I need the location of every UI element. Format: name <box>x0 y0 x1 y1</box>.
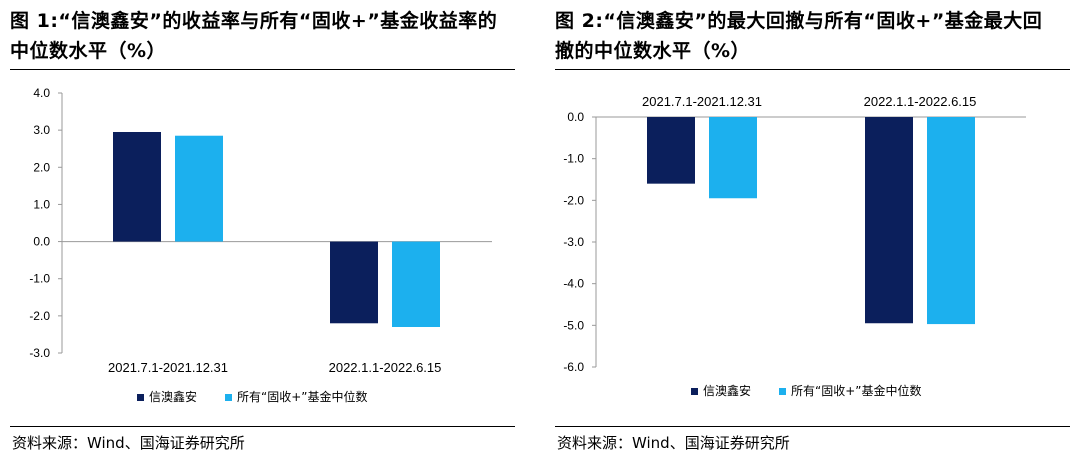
legend-label: 所有“固收+”基金中位数 <box>791 383 922 398</box>
bar-xinao-xinan <box>113 132 161 242</box>
category-label: 2021.7.1-2021.12.31 <box>642 94 762 109</box>
bar-fixed-income-plus-median <box>175 135 223 242</box>
title-divider <box>555 69 1070 70</box>
bar-fixed-income-plus-median <box>392 241 440 327</box>
y-tick-label: -4.0 <box>563 277 584 291</box>
bar-xinao-xinan <box>647 117 695 184</box>
legend-swatch <box>225 394 232 401</box>
y-tick-label: -1.0 <box>563 152 584 166</box>
y-tick-label: -3.0 <box>29 346 50 360</box>
bar-xinao-xinan <box>330 241 378 324</box>
y-tick-label: 0.0 <box>567 110 584 124</box>
y-tick-label: -5.0 <box>563 318 584 332</box>
chart-title: 图 2:“信澳鑫安”的最大回撤与所有“固收+”基金最大回撤的中位数水平（%） <box>555 10 1043 62</box>
y-tick-label: 1.0 <box>33 197 50 211</box>
y-tick-label: -2.0 <box>29 309 50 323</box>
legend-label: 信澳鑫安 <box>703 383 751 398</box>
chart-title: 图 1:“信澳鑫安”的收益率与所有“固收+”基金收益率的中位数水平（%） <box>10 10 498 62</box>
bar-xinao-xinan <box>865 117 913 324</box>
y-tick-label: 4.0 <box>33 86 50 100</box>
bar-fixed-income-plus-median <box>709 117 757 199</box>
source-divider <box>10 426 515 427</box>
source-divider <box>555 426 1070 427</box>
category-label: 2022.1.1-2022.6.15 <box>864 94 977 109</box>
chart-panel-right: 图 2:“信澳鑫安”的最大回撤与所有“固收+”基金最大回撤的中位数水平（%） 0… <box>545 0 1080 461</box>
source-note: 资料来源：Wind、国海证券研究所 <box>12 434 245 452</box>
y-tick-label: -3.0 <box>563 235 584 249</box>
legend-swatch <box>137 394 144 401</box>
bar-fixed-income-plus-median <box>927 117 975 325</box>
bar-chart-returns: 4.0 3.0 2.0 1.0 0.0 -1.0 -2.0 -3.0 2021.7.1-2021… <box>29 86 492 404</box>
bar-chart-max-drawdown: 0.0 -1.0 -2.0 -3.0 -4.0 -5.0 -6.0 2021.7.1-2021… <box>563 94 1026 398</box>
title-divider <box>10 69 515 70</box>
y-tick-label: -2.0 <box>563 193 584 207</box>
y-tick-label: 0.0 <box>33 235 50 249</box>
y-tick-label: 3.0 <box>33 123 50 137</box>
y-tick-label: -6.0 <box>563 360 584 374</box>
category-label: 2021.7.1-2021.12.31 <box>108 360 228 375</box>
legend-swatch <box>691 388 698 395</box>
legend-swatch <box>779 388 786 395</box>
y-tick-label: -1.0 <box>29 272 50 286</box>
legend-label: 所有“固收+”基金中位数 <box>237 389 368 404</box>
legend-label: 信澳鑫安 <box>149 389 197 404</box>
y-tick-label: 2.0 <box>33 160 50 174</box>
category-label: 2022.1.1-2022.6.15 <box>329 360 442 375</box>
source-note: 资料来源：Wind、国海证券研究所 <box>557 434 790 452</box>
chart-panel-left: 图 1:“信澳鑫安”的收益率与所有“固收+”基金收益率的中位数水平（%） 4.0… <box>0 0 525 461</box>
